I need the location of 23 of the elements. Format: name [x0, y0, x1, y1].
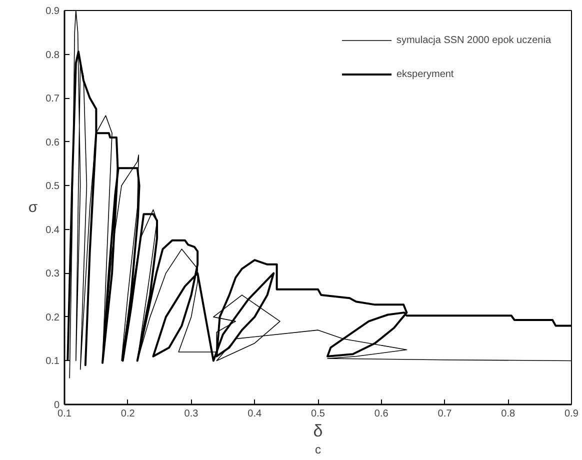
legend-label: symulacja SSN 2000 epok uczenia: [396, 34, 551, 46]
y-tick-label: 0.5: [46, 181, 60, 192]
y-tick-label: 0.7: [46, 94, 60, 105]
y-tick-label: 0.2: [46, 312, 60, 324]
x-tick-label: 0.7: [438, 408, 452, 420]
y-tick-label: 0.1: [46, 356, 60, 368]
x-tick-label: 0.9: [564, 408, 579, 420]
x-tick-label: 0.8: [501, 408, 516, 420]
x-tick-label: 0.4: [248, 408, 262, 420]
x-tick-label: 0.6: [374, 408, 389, 420]
x-tick-label: 0.3: [184, 408, 199, 420]
y-tick-label: 0.6: [46, 137, 60, 148]
x-tick-label: 0.1: [58, 408, 72, 420]
y-tick-label: 0.3: [46, 268, 60, 280]
y-tick-label: 0.9: [46, 6, 60, 17]
y-tick-label: 0: [54, 400, 60, 411]
y-axis-title: σ: [28, 199, 38, 216]
legend-label: eksperyment: [396, 68, 454, 80]
y-tick-label: 0.8: [46, 50, 60, 61]
y-tick-label: 0.4: [46, 224, 60, 236]
x-axis-title: δc: [313, 422, 323, 456]
x-tick-label: 0.5: [311, 408, 326, 420]
x-tick-label: 0.2: [120, 408, 136, 420]
